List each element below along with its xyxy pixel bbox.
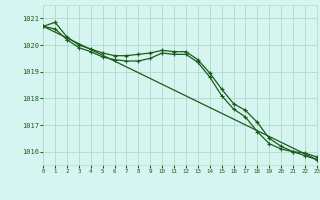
Text: Graphe pression niveau de la mer (hPa): Graphe pression niveau de la mer (hPa) [60,185,260,194]
